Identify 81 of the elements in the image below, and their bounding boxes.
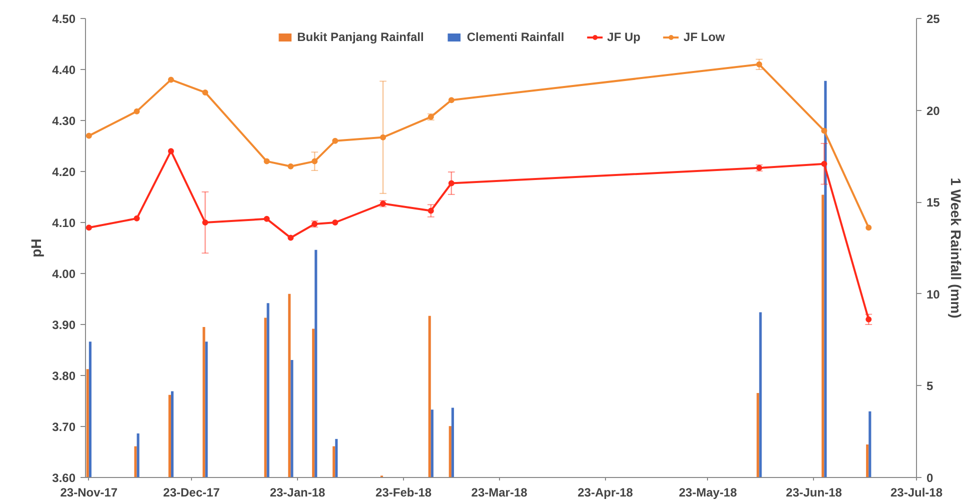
point: [134, 215, 140, 222]
y2-tick-label: 15: [926, 196, 940, 210]
point: [866, 224, 872, 231]
y-tick-label: 4.50: [52, 12, 76, 26]
bar: [202, 326, 206, 478]
x-tick-label: 23-Nov-17: [60, 486, 118, 500]
bar: [136, 433, 140, 478]
bar: [756, 393, 760, 478]
y-tick-label: 3.70: [52, 420, 76, 434]
y2-tick-label: 10: [926, 287, 940, 302]
bar: [168, 394, 171, 478]
x-tick-label: 23-Feb-18: [376, 486, 432, 500]
bar: [824, 80, 827, 478]
y-tick-label: 4.10: [52, 216, 76, 230]
point: [264, 158, 270, 164]
y-tick-label: 3.90: [52, 318, 76, 332]
y-tick-label: 3.60: [52, 471, 76, 485]
y-tick-label: 4.00: [52, 267, 76, 281]
y-axis-title: pH: [28, 238, 44, 258]
bar: [86, 369, 89, 478]
legend-label: JF Up: [607, 30, 641, 44]
y2-tick-label: 5: [926, 379, 934, 394]
x-tick-label: 23-Mar-18: [471, 486, 528, 500]
x-tick-label: 23-Jun-18: [786, 486, 842, 500]
bar: [868, 411, 872, 478]
y-tick-label: 4.20: [52, 165, 76, 179]
bar: [428, 316, 431, 478]
y-tick-label: 4.30: [52, 114, 76, 128]
point: [288, 234, 294, 241]
legend-label: JF Low: [684, 30, 725, 44]
x-tick-label: 23-Jul-18: [890, 486, 943, 500]
bar: [290, 360, 294, 478]
legend-label: Clementi Rainfall: [466, 30, 564, 44]
bar: [430, 410, 434, 478]
point: [866, 316, 872, 322]
point: [168, 76, 174, 83]
x-tick-label: 23-May-18: [678, 486, 738, 500]
bar: [312, 328, 315, 478]
bar: [266, 303, 270, 478]
point: [756, 61, 762, 68]
y-tick-label: 4.40: [52, 63, 76, 77]
bar: [170, 391, 174, 478]
point: [332, 138, 338, 144]
point: [448, 97, 454, 104]
point: [312, 158, 318, 164]
bar: [866, 444, 869, 478]
bar: [134, 446, 137, 478]
x-tick-label: 23-Jan-18: [270, 486, 326, 500]
bar: [332, 446, 336, 478]
point: [380, 134, 386, 140]
point: [428, 208, 434, 214]
point: [448, 180, 454, 186]
x-tick-label: 23-Apr-18: [578, 486, 634, 500]
bar: [335, 438, 338, 478]
bar: [451, 408, 454, 478]
point: [202, 89, 208, 96]
point: [86, 224, 92, 231]
legend-label: Bukit Panjang Rainfall: [297, 30, 424, 44]
bar: [264, 318, 267, 478]
y2-axis-title: 1 Week Rainfall (mm): [948, 178, 964, 318]
y2-tick-label: 25: [926, 12, 940, 26]
bar: [314, 250, 318, 478]
point: [202, 220, 208, 226]
bar: [288, 294, 291, 478]
point: [821, 160, 828, 167]
point: [821, 128, 828, 134]
y-tick-label: 3.80: [52, 369, 76, 383]
point: [86, 132, 92, 139]
point: [264, 216, 270, 222]
bar: [448, 426, 452, 478]
y2-tick-label: 20: [926, 104, 940, 118]
point: [332, 220, 338, 226]
bar: [759, 312, 762, 478]
x-tick-label: 23-Dec-17: [163, 486, 220, 500]
point: [288, 163, 294, 170]
bar: [205, 342, 208, 478]
y2-tick-label: 0: [926, 471, 934, 485]
bar: [822, 194, 824, 478]
point: [134, 108, 140, 114]
bar: [88, 342, 92, 478]
point: [168, 148, 174, 154]
